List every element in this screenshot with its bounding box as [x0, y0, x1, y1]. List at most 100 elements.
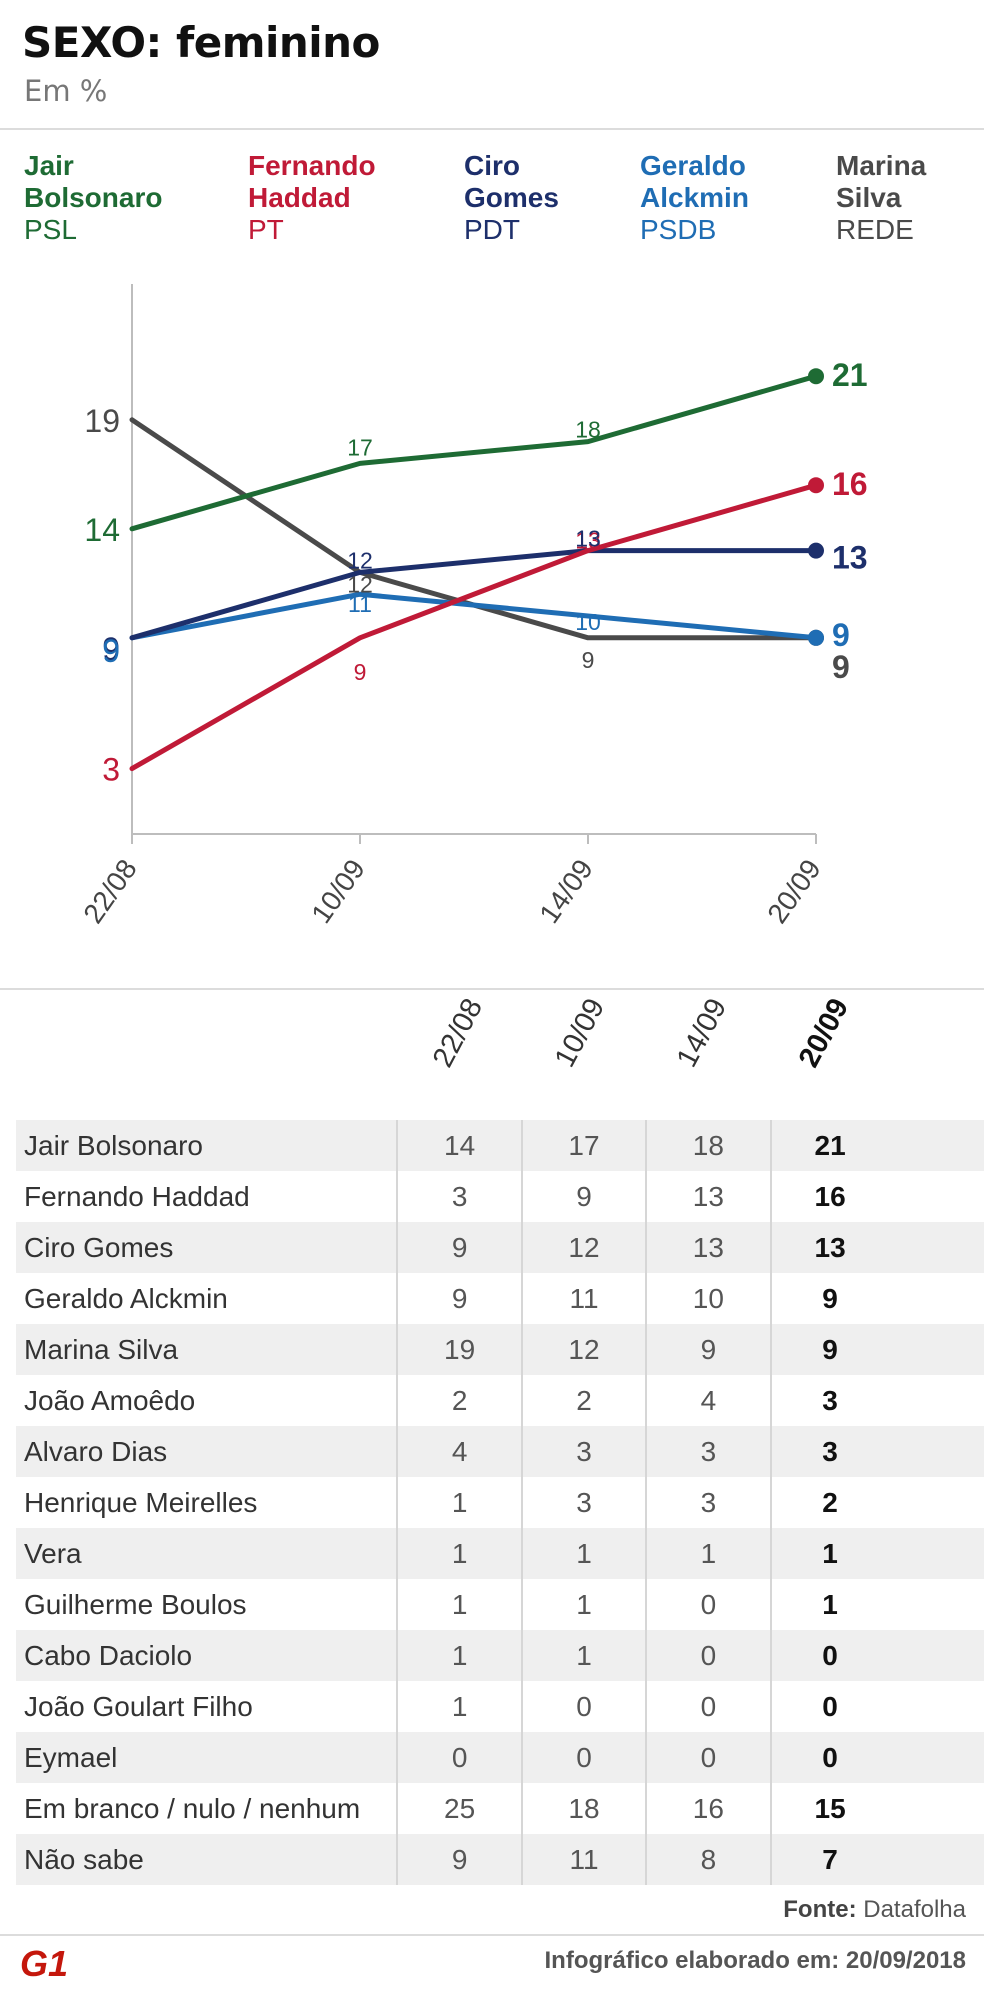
candidate-name: João Goulart Filho [24, 1690, 253, 1722]
table-row: Em branco / nulo / nenhum 25 18 16 15 [16, 1783, 984, 1834]
table-cell: 8 [645, 1834, 771, 1885]
table-cell: 11 [520, 1834, 647, 1885]
table-row: Cabo Daciolo 1 1 0 0 [16, 1630, 984, 1681]
legend-party: PSL [24, 214, 77, 245]
x-tick-label-2: 14/09 [533, 854, 599, 929]
table-row: João Amoêdo 2 2 4 3 [16, 1375, 984, 1426]
candidate-name: Em branco / nulo / nenhum [24, 1792, 361, 1824]
candidate-name: Cabo Daciolo [16, 1630, 398, 1681]
table-row: João Goulart Filho 1 0 0 0 [16, 1681, 984, 1732]
legend-party: PSDB [640, 214, 717, 245]
table-cell: 25 [396, 1783, 522, 1834]
table-cell: 14 [396, 1120, 522, 1171]
data-label-1-2: 13 [575, 528, 601, 554]
table-row: Guilherme Boulos 1 1 0 1 [16, 1579, 984, 1630]
data-label-4-3: 9 [832, 649, 850, 685]
x-tick-label-1: 10/09 [305, 854, 371, 929]
legend-name-line1: Ciro [464, 150, 520, 181]
column-header-1: 10/09 [548, 993, 612, 1073]
table-cell: 1 [396, 1528, 522, 1579]
table-row: Fernando Haddad 3 9 13 16 [16, 1171, 984, 1222]
column-header-3: 20/09 [792, 993, 856, 1073]
table-cell: 16 [645, 1783, 771, 1834]
series-end-point-1 [808, 477, 824, 494]
data-label-0-1: 17 [347, 434, 373, 460]
page-subtitle: Em % [24, 74, 108, 108]
table-row: Jair Bolsonaro 14 17 18 21 [16, 1120, 984, 1171]
candidate-name: Eymael [16, 1732, 398, 1783]
chart-axes [131, 284, 817, 844]
legend-name-line2: Haddad [248, 182, 351, 213]
divider-top [0, 128, 984, 130]
candidate-name: Henrique Meirelles [24, 1486, 258, 1518]
table-cell: 0 [645, 1732, 771, 1783]
legend-name-line2: Gomes [464, 182, 559, 213]
table-cell: 13 [645, 1171, 771, 1222]
table-cell: 3 [520, 1477, 647, 1528]
legend-name-line2: Bolsonaro [24, 182, 163, 213]
table-cell: 1 [769, 1579, 984, 1630]
series-end-point-3 [808, 629, 824, 646]
data-label-3-0: 9 [102, 633, 120, 669]
table-cell: 13 [769, 1222, 984, 1273]
column-header-0: 22/08 [426, 993, 490, 1073]
page-title: SEXO: feminino [22, 18, 380, 67]
table-cell: 1 [396, 1630, 522, 1681]
series-line-2 [129, 548, 819, 641]
table-cell: 3 [645, 1477, 771, 1528]
table-cell: 18 [645, 1120, 771, 1171]
table-cell: 17 [520, 1120, 647, 1171]
table-row: Vera 1 1 1 1 [16, 1528, 984, 1579]
table-cell: 0 [645, 1630, 771, 1681]
legend-name-line2: Silva [836, 182, 902, 213]
table-cell: 12 [520, 1324, 647, 1375]
table-cell: 0 [520, 1732, 647, 1783]
series-end-point-2 [808, 542, 824, 559]
table-cell: 1 [769, 1528, 984, 1579]
table-cell: 1 [396, 1579, 522, 1630]
legend-party: PDT [464, 214, 520, 245]
table-cell: 9 [645, 1324, 771, 1375]
table-cell: 11 [520, 1273, 647, 1324]
candidate-name: Alvaro Dias [16, 1426, 398, 1477]
candidate-name: Vera [16, 1528, 398, 1579]
data-label-1-0: 3 [102, 752, 120, 788]
candidate-name: Guilherme Boulos [24, 1588, 247, 1620]
table-row: Ciro Gomes 9 12 13 13 [16, 1222, 984, 1273]
table-cell: 1 [520, 1579, 647, 1630]
data-label-0-3: 21 [832, 357, 868, 393]
source-label: Fonte: [783, 1896, 857, 1923]
table-cell: 16 [769, 1171, 984, 1222]
table-cell: 3 [769, 1375, 984, 1426]
divider-middle [0, 988, 984, 990]
candidate-name: Ciro Gomes [16, 1222, 398, 1273]
legend-item-haddad: Fernando Haddad PT [248, 150, 376, 246]
x-tick-label-3: 20/09 [761, 854, 827, 929]
candidate-name: Marina Silva [16, 1324, 398, 1375]
table-cell: 9 [769, 1324, 984, 1375]
table-row: Henrique Meirelles 1 3 3 2 [16, 1477, 984, 1528]
table-cell: 3 [520, 1426, 647, 1477]
x-tick-label-0: 22/08 [77, 854, 143, 929]
table-row: Eymael 0 0 0 0 [16, 1732, 984, 1783]
footer-note: Infográfico elaborado em: 20/09/2018 [544, 1947, 967, 1974]
table-cell: 3 [396, 1171, 522, 1222]
table-cell: 10 [645, 1273, 771, 1324]
legend-name-line1: Jair [24, 150, 74, 181]
candidate-name: Jair Bolsonaro [16, 1120, 398, 1171]
table-cell: 18 [520, 1783, 647, 1834]
table-cell: 3 [645, 1426, 771, 1477]
data-label-4-1: 12 [347, 571, 373, 597]
legend-party: PT [248, 214, 284, 245]
series-end-point-0 [808, 368, 824, 385]
table-cell: 0 [520, 1681, 647, 1732]
legend-item-ciro: Ciro Gomes PDT [464, 150, 559, 246]
table-cell: 19 [396, 1324, 522, 1375]
data-label-3-2: 10 [575, 609, 601, 635]
table-cell: 4 [645, 1375, 771, 1426]
data-table: Jair Bolsonaro 14 17 18 21 Fernando Haddad 3 9 1… [16, 1120, 984, 1885]
legend-item-alckmin: Geraldo Alckmin PSDB [640, 150, 749, 246]
data-label-1-1: 9 [354, 659, 367, 685]
